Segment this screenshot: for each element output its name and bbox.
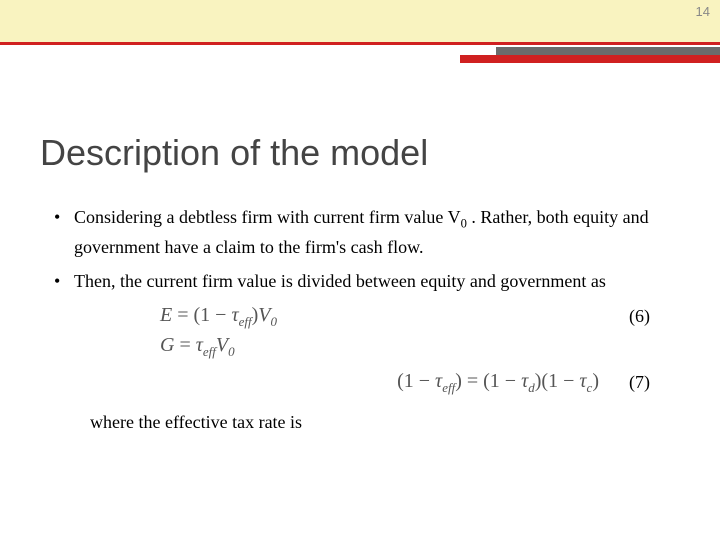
eq-lhs: G — [160, 334, 174, 356]
equation-row: E = (1 − τeff)V0 (6) — [40, 302, 680, 332]
equation: (1 − τeff) = (1 − τd)(1 − τc) — [397, 370, 599, 396]
eq-op: ) — [592, 370, 599, 392]
slide-content: Description of the model Considering a d… — [0, 42, 720, 453]
header-band: 14 — [0, 0, 720, 42]
bullet-text: Then, the current firm value is divided … — [74, 271, 606, 291]
eq-sym: τ — [231, 304, 238, 326]
bullet-item: Considering a debtless firm with current… — [50, 204, 680, 262]
accent-red-line — [0, 42, 720, 45]
corner-accent — [460, 47, 720, 63]
accent-red-bar — [460, 55, 720, 63]
accent-gray-bar — [496, 47, 720, 55]
where-clause: where the effective tax rate is — [40, 412, 680, 433]
equation-row: (1 − τeff) = (1 − τd)(1 − τc) (7) — [40, 368, 680, 398]
eq-op: (1 − — [397, 370, 435, 392]
eq-sub: 0 — [271, 314, 278, 329]
eq-sub: eff — [239, 314, 252, 329]
eq-sub: eff — [442, 380, 455, 395]
eq-sym: V — [216, 334, 228, 356]
eq-op: = — [174, 334, 195, 356]
bullet-text: Considering a debtless firm with current… — [74, 207, 461, 227]
eq-sym: τ — [196, 334, 203, 356]
eq-sym: τ — [579, 370, 586, 392]
equation-number: (6) — [629, 306, 650, 327]
eq-op: ) = (1 − — [455, 370, 521, 392]
page-number: 14 — [696, 4, 710, 19]
eq-sub: eff — [203, 344, 216, 359]
equation: G = τeffV0 — [160, 334, 235, 360]
eq-op: )(1 − — [535, 370, 580, 392]
equation-row: G = τeffV0 — [40, 332, 680, 362]
equation: E = (1 − τeff)V0 — [160, 304, 277, 330]
eq-op: = (1 − — [172, 304, 231, 326]
eq-sym: V — [258, 304, 270, 326]
bullet-item: Then, the current firm value is divided … — [50, 268, 680, 296]
eq-lhs: E — [160, 304, 172, 326]
equation-number: (7) — [629, 372, 650, 393]
slide-title: Description of the model — [40, 132, 680, 174]
eq-sub: 0 — [228, 344, 235, 359]
bullet-list: Considering a debtless firm with current… — [40, 204, 680, 296]
